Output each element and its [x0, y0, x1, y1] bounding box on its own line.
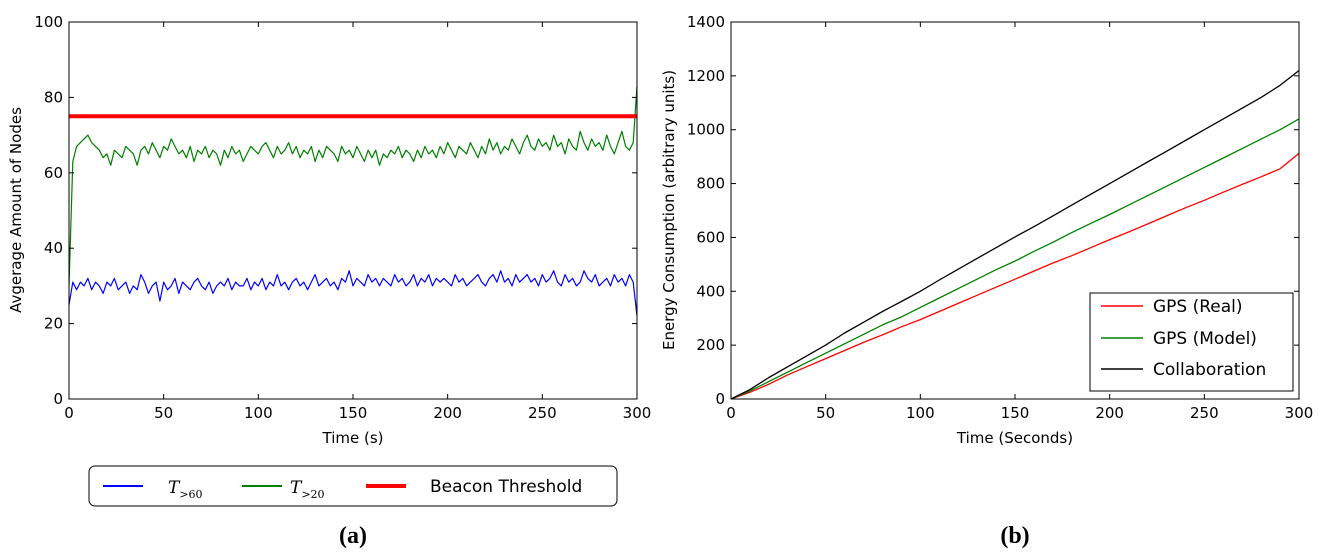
chart-a-plot-area — [69, 86, 637, 317]
chart-b: 0 50 100 150 200 250 300 0 200 400 600 800 1000 1200 1… — [660, 13, 1313, 549]
chart-a-legend-label-beacon: Beacon Threshold — [430, 477, 582, 497]
chart-b-series-collaboration — [731, 69, 1299, 399]
chart-b-legend-box — [1089, 292, 1294, 392]
chart-b-y-tick-label: 0 — [715, 390, 725, 408]
chart-b-y-tick-label: 600 — [696, 228, 725, 246]
chart-b-legend-label-gps-real: GPS (Real) — [1153, 297, 1243, 317]
chart-a-x-tick-label: 150 — [339, 404, 368, 422]
chart-b-x-tick-label: 300 — [1285, 404, 1314, 422]
chart-b-x-tick-label: 200 — [1095, 404, 1124, 422]
chart-a-x-tick-label: 100 — [244, 404, 273, 422]
chart-a-legend: T>60 T>20 Beacon Threshold — [88, 465, 618, 507]
chart-b-y-tick-label: 1000 — [687, 121, 725, 139]
chart-b-x-tick-label: 100 — [906, 404, 935, 422]
chart-b-legend-label-collaboration: Collaboration — [1153, 360, 1266, 380]
chart-b-legend-label-gps-model: GPS (Model) — [1153, 329, 1257, 349]
chart-a-x-tick-label: 250 — [528, 404, 557, 422]
chart-b-y-tick-label: 1400 — [687, 13, 725, 31]
chart-b-panel-label: (b) — [1000, 523, 1029, 549]
chart-a-y-tick-label: 40 — [44, 239, 63, 257]
chart-b-series-gps-real — [731, 152, 1299, 399]
chart-a-y-tick-label: 20 — [44, 315, 63, 333]
chart-a-x-tick-label: 200 — [433, 404, 462, 422]
chart-a-y-tick-label: 80 — [44, 88, 63, 106]
chart-b-y-tick-label: 800 — [696, 175, 725, 193]
chart-b-y-tick-label: 200 — [696, 336, 725, 354]
chart-b-y-tick-label: 1200 — [687, 67, 725, 85]
chart-b-x-axis-label: Time (Seconds) — [956, 429, 1073, 447]
chart-b-x-tick-label: 0 — [726, 404, 736, 422]
chart-a-x-tick-label: 50 — [154, 404, 173, 422]
chart-b-x-tick-label: 250 — [1190, 404, 1219, 422]
chart-a-x-tick-label: 300 — [623, 404, 652, 422]
chart-a-series-t-60 — [69, 270, 637, 317]
chart-b-plot-area — [731, 69, 1299, 399]
chart-a-legend-label-t20: T>20 — [290, 478, 325, 501]
chart-b-y-axis-label: Energy Consumption (arbitrary units) — [660, 70, 678, 350]
chart-a-ticks: 0 50 100 150 200 250 300 0 20 40 60 80 100 — [34, 13, 651, 422]
chart-a-legend-box — [88, 465, 618, 507]
chart-b-ticks: 0 50 100 150 200 250 300 0 200 400 600 800 1000 1200 1… — [687, 13, 1314, 422]
chart-a-y-axis-label: Avgerage Amount of Nodes — [7, 107, 25, 313]
chart-b-x-tick-label: 50 — [816, 404, 835, 422]
chart-a-y-tick-label: 100 — [34, 13, 63, 31]
chart-a-x-tick-label: 0 — [64, 404, 74, 422]
chart-a-y-tick-label: 60 — [44, 164, 63, 182]
chart-b-series-gps-model — [731, 118, 1299, 399]
chart-b-x-tick-label: 150 — [1001, 404, 1030, 422]
chart-a-x-axis-label: Time (s) — [322, 429, 384, 447]
chart-a-legend-label-t60: T>60 — [168, 478, 203, 501]
chart-b-legend: GPS (Real) GPS (Model) Collaboration — [1089, 292, 1294, 392]
chart-a-series-t-20 — [69, 86, 637, 286]
chart-b-y-tick-label: 400 — [696, 282, 725, 300]
chart-a-panel-label: (a) — [339, 523, 367, 549]
chart-a-y-tick-label: 0 — [53, 390, 63, 408]
